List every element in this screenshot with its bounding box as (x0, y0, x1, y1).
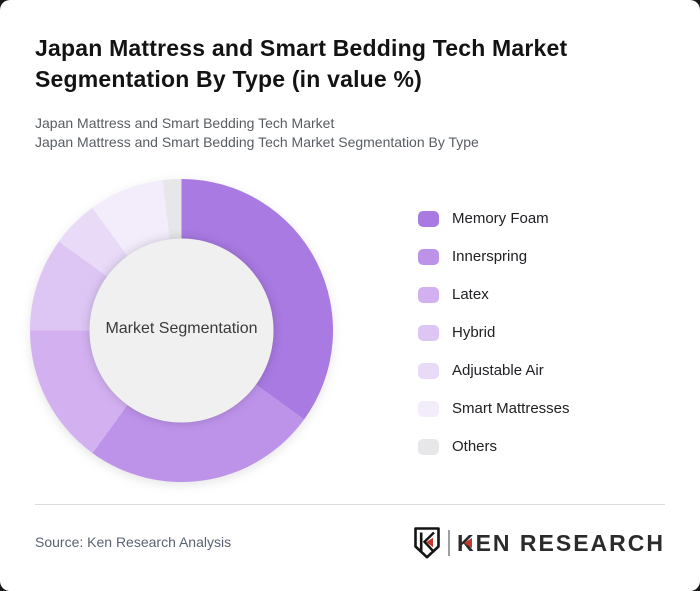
legend-label: Hybrid (452, 324, 496, 341)
donut-segment-latex[interactable] (30, 330, 128, 454)
legend-swatch-others (418, 438, 439, 455)
legend-item-others[interactable]: Others (418, 438, 570, 455)
logo-separator (447, 530, 450, 556)
legend-label: Memory Foam (452, 210, 549, 227)
donut-segment-innerspring[interactable] (92, 384, 305, 482)
legend-swatch-memory-foam (418, 210, 439, 227)
logo-wordmark: KEN RESEARCH (456, 529, 665, 556)
donut-segment-others[interactable] (162, 179, 182, 240)
legend-item-smart-mattresses[interactable]: Smart Mattresses (418, 400, 570, 417)
legend-item-innerspring[interactable]: Innerspring (418, 248, 570, 265)
legend-swatch-smart-mattresses (418, 400, 439, 417)
legend-swatch-hybrid (418, 324, 439, 341)
legend-item-hybrid[interactable]: Hybrid (418, 324, 570, 341)
donut-segment-hybrid[interactable] (30, 241, 108, 331)
legend-item-latex[interactable]: Latex (418, 286, 570, 303)
subtitle-line-1: Japan Mattress and Smart Bedding Tech Ma… (35, 115, 335, 131)
donut-center-circle (89, 238, 274, 423)
footer-divider (35, 504, 665, 505)
ken-research-logo: KEN RESEARCH (412, 527, 665, 559)
legend-item-memory-foam[interactable]: Memory Foam (418, 210, 570, 227)
legend-label: Innerspring (452, 248, 528, 265)
legend-swatch-innerspring (418, 248, 439, 265)
legend-swatch-latex (418, 286, 439, 303)
chart-legend: Memory Foam Innerspring Latex Hybrid Adj… (418, 210, 570, 476)
legend-label: Adjustable Air (452, 362, 544, 379)
donut-chart: Market Segmentation (30, 179, 333, 482)
donut-segment-adjustable-air[interactable] (58, 207, 128, 277)
ken-research-shield-icon (414, 527, 440, 559)
legend-label: Latex (452, 286, 489, 303)
legend-swatch-adjustable-air (418, 362, 439, 379)
donut-segment-smart-mattresses[interactable] (92, 180, 170, 257)
donut-svg (30, 179, 333, 482)
legend-label: Smart Mattresses (452, 400, 570, 417)
source-text: Source: Ken Research Analysis (35, 534, 232, 550)
subtitle-line-2: Japan Mattress and Smart Bedding Tech Ma… (35, 134, 479, 150)
legend-label: Others (452, 438, 498, 455)
donut-segment-memory-foam[interactable] (181, 179, 334, 420)
page-title: Japan Mattress and Smart Bedding Tech Ma… (35, 35, 568, 92)
legend-item-adjustable-air[interactable]: Adjustable Air (418, 362, 570, 379)
